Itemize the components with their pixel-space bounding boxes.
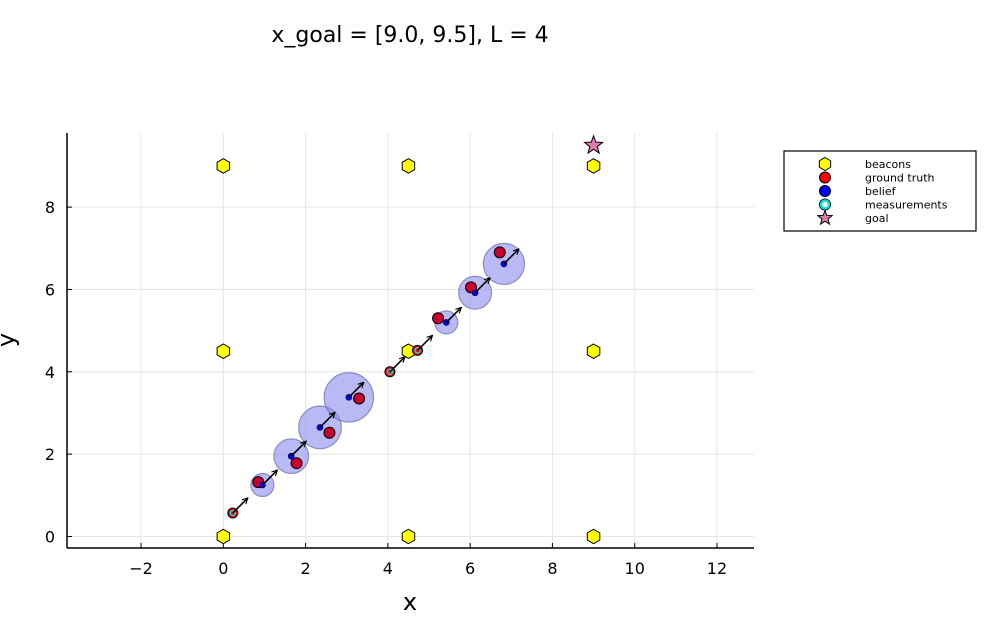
beacon-marker: [216, 528, 231, 545]
beacon-marker: [586, 343, 601, 359]
x-tick-label: 6: [465, 559, 475, 578]
measurement-point: [229, 509, 236, 517]
action-arrow: [503, 249, 519, 265]
x-tick-label: 10: [625, 559, 645, 578]
legend-item: goal: [816, 209, 889, 226]
ground-truth-point: [353, 392, 366, 405]
legend-circle-icon: [819, 171, 831, 184]
y-tick-label: 4: [45, 363, 55, 382]
beacon-marker: [401, 158, 416, 174]
legend-box: [783, 150, 977, 232]
legend-item: ground truth: [819, 171, 935, 185]
axes: −2 0 2 4 6 8 10 12 0 2 4 6 8: [45, 133, 754, 578]
y-tick-label: 2: [45, 445, 55, 464]
legend-ring-icon: [819, 199, 831, 210]
grid: [67, 133, 754, 548]
beacon-marker: [401, 528, 416, 545]
legend-item: beacons: [818, 156, 911, 172]
ground-truth-point: [432, 312, 445, 325]
legend-item: belief: [819, 185, 897, 198]
chart-title: x_goal = [9.0, 9.5], L = 4: [271, 23, 548, 48]
x-tick-label: 8: [547, 559, 557, 578]
beacon-marker: [586, 528, 601, 545]
action-arrow: [319, 412, 335, 428]
legend-circle-icon: [819, 185, 831, 197]
measurement-point: [386, 368, 394, 375]
ground-truth-point: [323, 426, 336, 439]
measurement-point: [414, 347, 421, 354]
legend-star-icon: [816, 209, 834, 226]
x-tick-label: 12: [707, 559, 727, 578]
beacon-marker: [586, 158, 601, 174]
legend-label: ground truth: [865, 172, 935, 185]
beacon-marker: [216, 343, 231, 359]
y-tick-label: 6: [45, 280, 55, 299]
legend-label: beacons: [865, 158, 911, 171]
y-tick-label: 8: [45, 198, 55, 217]
action-arrow: [389, 357, 405, 373]
legend-label: goal: [865, 212, 889, 225]
x-tick-label: 4: [383, 559, 393, 578]
action-arrow: [416, 335, 432, 351]
x-tick-label: −2: [129, 559, 153, 578]
ground-truth-point: [290, 457, 303, 470]
legend-beacon-icon: [818, 156, 832, 172]
action-arrow: [290, 441, 306, 457]
y-tick-label: 0: [45, 527, 55, 546]
legend-item: measurements: [819, 198, 948, 212]
y-axis-label: y: [0, 333, 20, 347]
legend-label: belief: [865, 185, 897, 198]
action-arrow: [474, 278, 490, 294]
x-tick-label: 2: [301, 559, 311, 578]
ground-truth-point: [493, 246, 506, 259]
x-axis-label: x: [403, 588, 417, 616]
action-arrow: [261, 470, 277, 486]
goal-marker: [583, 134, 604, 155]
x-tick-label: 0: [218, 559, 228, 578]
action-arrow: [232, 498, 248, 514]
beacon-marker: [216, 158, 231, 174]
data-layer: [216, 134, 604, 545]
action-arrow: [445, 307, 461, 323]
action-arrow: [348, 382, 364, 398]
legend-label: measurements: [865, 199, 948, 212]
